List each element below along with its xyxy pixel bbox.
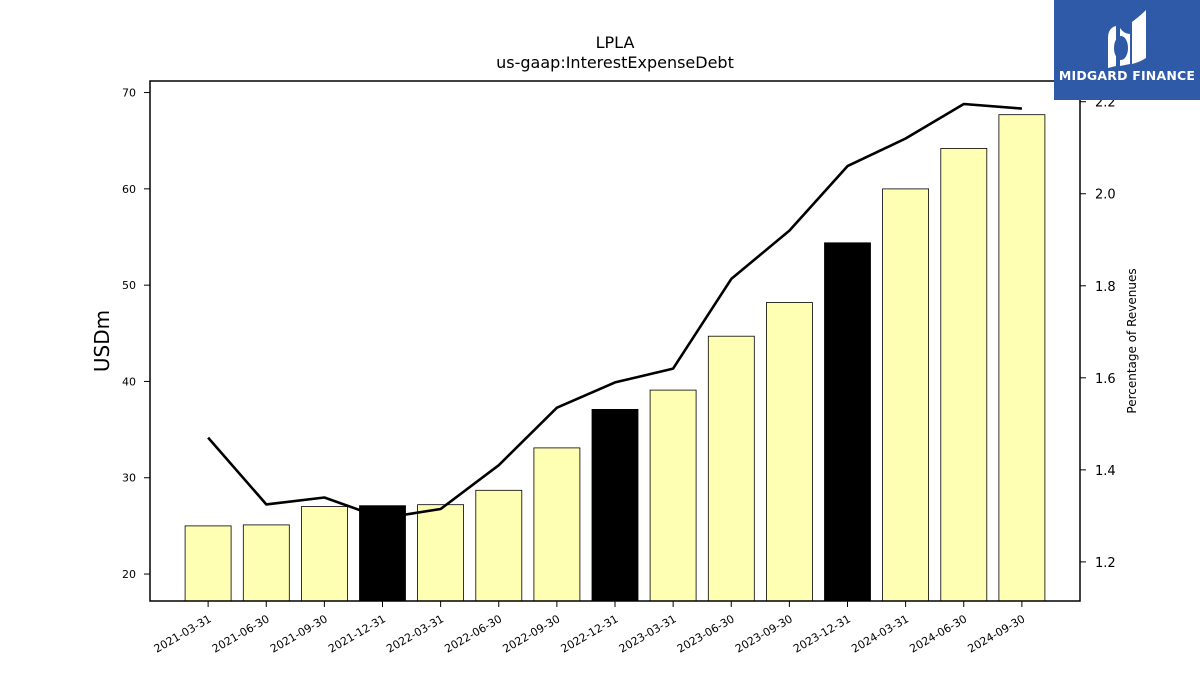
bar bbox=[359, 505, 406, 602]
y-tick-label: 50 bbox=[122, 279, 136, 292]
y-tick-label: 30 bbox=[122, 472, 136, 485]
line-layer bbox=[207, 102, 1023, 520]
y-tick-label: 60 bbox=[122, 183, 136, 196]
bar bbox=[242, 524, 290, 602]
chart-subtitle: us-gaap:InterestExpenseDebt bbox=[496, 53, 734, 72]
bar bbox=[533, 447, 581, 602]
y-tick-label: 20 bbox=[122, 568, 136, 581]
x-tick-label: 2022-06-30 bbox=[442, 612, 504, 655]
y2-tick-label: 2.0 bbox=[1095, 188, 1116, 203]
bar bbox=[707, 335, 755, 602]
x-tick-label: 2022-09-30 bbox=[501, 612, 563, 655]
y2-tick-label: 1.8 bbox=[1095, 280, 1116, 295]
bar bbox=[766, 302, 813, 602]
bars-layer bbox=[184, 114, 1046, 602]
bar bbox=[475, 489, 523, 602]
bar bbox=[649, 389, 697, 602]
y2-tick-label: 1.2 bbox=[1095, 556, 1116, 571]
x-tick-label: 2023-03-31 bbox=[617, 612, 679, 655]
x-tick-label: 2021-09-30 bbox=[268, 612, 330, 655]
x-tick-label: 2024-06-30 bbox=[907, 612, 969, 655]
x-tick-label: 2023-06-30 bbox=[675, 612, 737, 655]
chart-title: LPLA bbox=[596, 33, 635, 52]
midgard-finance-logo: MIDGARD FINANCE bbox=[1054, 0, 1200, 100]
y2-tick-label: 1.4 bbox=[1095, 464, 1116, 479]
x-tick-label: 2022-03-31 bbox=[384, 612, 446, 655]
y-axis-label: USDm bbox=[90, 310, 114, 372]
bar bbox=[882, 188, 929, 602]
logo-text: MIDGARD FINANCE bbox=[1058, 68, 1196, 83]
bar bbox=[998, 114, 1046, 602]
bar bbox=[940, 147, 988, 602]
x-tick-label: 2024-09-30 bbox=[966, 612, 1028, 655]
y2-tick-label: 1.6 bbox=[1095, 372, 1116, 387]
x-tick-label: 2021-06-30 bbox=[210, 612, 272, 655]
x-tick-label: 2024-03-31 bbox=[849, 612, 911, 655]
x-tick-label: 2022-12-31 bbox=[559, 612, 621, 655]
x-tick-label: 2021-12-31 bbox=[326, 612, 388, 655]
y2-axis-label: Percentage of Revenues bbox=[1125, 268, 1139, 413]
left-axis: 20 30 40 50 60 70 bbox=[122, 87, 150, 581]
y-tick-label: 40 bbox=[122, 375, 136, 388]
bar bbox=[300, 506, 348, 602]
x-tick-label: 2023-12-31 bbox=[791, 612, 853, 655]
bar bbox=[417, 504, 465, 602]
bar bbox=[591, 408, 639, 602]
revenue-percentage-line bbox=[207, 102, 1023, 520]
x-tick-label: 2023-09-30 bbox=[733, 612, 795, 655]
logo-mark-icon bbox=[1108, 10, 1146, 68]
bar bbox=[184, 525, 232, 602]
right-axis: 1.21.41.61.82.02.2 bbox=[1080, 96, 1116, 571]
bar bbox=[824, 242, 871, 602]
y-tick-label: 70 bbox=[122, 87, 136, 100]
x-axis: 2021-03-312021-06-302021-09-302021-12-31… bbox=[152, 601, 1028, 656]
x-tick-label: 2021-03-31 bbox=[152, 612, 214, 655]
